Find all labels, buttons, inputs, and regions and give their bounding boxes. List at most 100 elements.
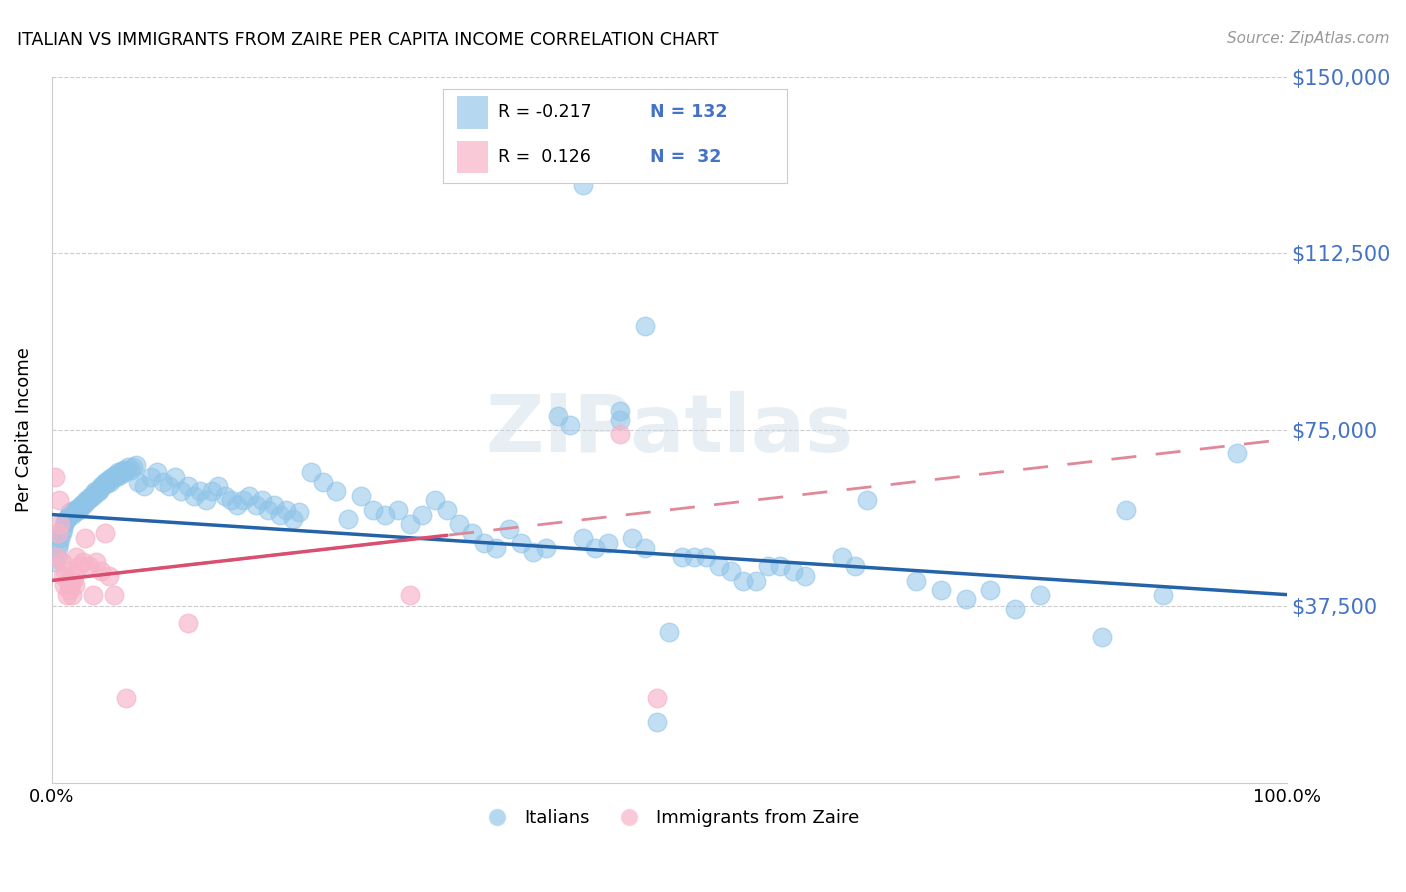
Legend: Italians, Immigrants from Zaire: Italians, Immigrants from Zaire [471, 802, 868, 834]
Point [52, 522, 75, 536]
Point [176, 479, 198, 493]
Point [238, 489, 260, 503]
Point [547, 409, 569, 423]
Point [232, 493, 254, 508]
Point [59, 505, 82, 519]
Point [45, 549, 67, 564]
Point [387, 503, 409, 517]
Point [55, 588, 77, 602]
Point [337, 512, 360, 526]
Point [97, 472, 120, 486]
Point [214, 489, 236, 503]
Point [44, 555, 66, 569]
Point [62, 505, 84, 519]
Point [108, 467, 131, 482]
Point [84, 483, 107, 498]
Point [257, 503, 280, 517]
Point [645, 691, 668, 706]
Text: R =  0.126: R = 0.126 [498, 148, 591, 166]
Point [596, 536, 619, 550]
Point [170, 483, 193, 498]
Point [110, 465, 132, 479]
Point [98, 475, 121, 489]
Text: Source: ZipAtlas.com: Source: ZipAtlas.com [1226, 31, 1389, 46]
Point [56, 574, 79, 588]
Point [65, 549, 87, 564]
Point [80, 489, 103, 503]
Point [905, 574, 928, 588]
Point [226, 498, 249, 512]
Point [112, 463, 135, 477]
Point [55, 512, 77, 526]
Text: N = 132: N = 132 [650, 103, 727, 120]
Text: ZIPatlas: ZIPatlas [485, 391, 853, 469]
Point [58, 508, 80, 522]
Point [101, 470, 124, 484]
Point [245, 498, 267, 512]
Point [207, 479, 229, 493]
Point [84, 555, 107, 569]
Point [48, 536, 70, 550]
Point [107, 465, 129, 479]
Point [560, 418, 582, 433]
Point [83, 486, 105, 500]
Point [104, 467, 127, 482]
Point [152, 475, 174, 489]
Point [94, 526, 117, 541]
Point [134, 479, 156, 493]
Point [72, 498, 94, 512]
Point [1029, 588, 1052, 602]
Point [125, 458, 148, 472]
Point [51, 526, 73, 541]
Point [411, 508, 433, 522]
Point [75, 531, 97, 545]
Point [49, 531, 72, 545]
Point [97, 569, 120, 583]
Point [195, 493, 218, 508]
Point [84, 486, 107, 500]
Point [60, 588, 83, 602]
FancyBboxPatch shape [457, 141, 488, 173]
Point [65, 503, 87, 517]
Point [756, 559, 779, 574]
Point [609, 413, 631, 427]
Point [75, 493, 97, 508]
Point [856, 493, 879, 508]
Point [609, 404, 631, 418]
Point [94, 477, 117, 491]
Point [89, 482, 111, 496]
Point [70, 498, 93, 512]
Point [44, 470, 66, 484]
Point [49, 516, 72, 531]
Point [534, 541, 557, 555]
Point [117, 460, 139, 475]
Point [1152, 588, 1174, 602]
Point [929, 582, 952, 597]
Point [460, 526, 482, 541]
Point [115, 463, 138, 477]
FancyBboxPatch shape [457, 95, 488, 128]
Point [115, 691, 138, 706]
Point [46, 541, 69, 555]
Point [349, 489, 371, 503]
Point [157, 479, 180, 493]
Point [56, 510, 79, 524]
Point [48, 493, 70, 508]
Point [73, 496, 96, 510]
Point [58, 582, 80, 597]
Point [498, 522, 520, 536]
Point [105, 467, 128, 482]
Point [633, 541, 655, 555]
Point [77, 491, 100, 505]
Point [46, 526, 69, 541]
Point [69, 500, 91, 515]
Point [287, 505, 309, 519]
Point [269, 508, 291, 522]
Point [67, 503, 90, 517]
Point [59, 578, 82, 592]
Point [66, 500, 89, 515]
Point [114, 465, 136, 479]
Point [374, 508, 396, 522]
Point [485, 541, 508, 555]
Point [53, 516, 76, 531]
